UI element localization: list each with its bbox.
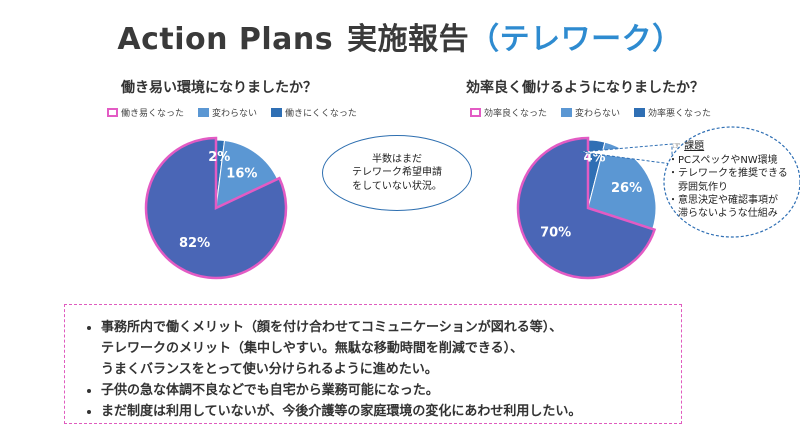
issues-text: ☞ 課題 ・PCスペックやNW環境 ・テレワークを推奨できる 雰囲気作り ・意思…	[668, 140, 792, 220]
title-part-telework: （テレワーク）	[469, 22, 683, 57]
callout-pointer	[579, 143, 673, 165]
right-legend-swatch-1	[470, 108, 481, 117]
comments-list: 事務所内で働くメリット（顔を付け合わせてコミュニケーションが図れる等）、 テレワ…	[65, 305, 681, 422]
left-pie-chart: 2%16% 82%	[144, 136, 288, 280]
pie-slice-right-1	[516, 136, 657, 280]
status-bubble: 半数はまだ テレワーク希望申請 をしていない状況。	[322, 135, 472, 211]
pie-label-right-2: 26%	[611, 181, 642, 196]
left-legend-swatch-3	[271, 108, 283, 117]
comment-item-1: 事務所内で働くメリット（顔を付け合わせてコミュニケーションが図れる等）、 テレワ…	[101, 317, 671, 380]
right-legend-label-1: 効率良くなった	[484, 109, 548, 119]
right-legend-label-3: 効率悪くなった	[648, 109, 712, 119]
right-legend-label-2: 変わらない	[575, 109, 621, 119]
pie-label-left-2: 16%	[226, 166, 257, 181]
left-legend-item-3: 働きにくくなった	[271, 106, 357, 119]
right-legend-item-2: 変わらない	[561, 106, 620, 119]
comment-1-line-1: 事務所内で働くメリット（顔を付け合わせてコミュニケーションが図れる等）、	[101, 320, 563, 335]
left-legend: 働き易くなった 変わらない 働きにくくなった	[107, 106, 371, 119]
bubble-line-3: をしていない状況。	[352, 180, 442, 192]
left-legend-label-3: 働きにくくなった	[285, 109, 357, 119]
comment-3-line-1: まだ制度は利用していないが、今後介護等の家庭環境の変化にあわせ利用したい。	[101, 404, 582, 419]
left-question: 働き易い環境になりましたか？	[121, 80, 317, 96]
left-legend-swatch-1	[107, 108, 118, 117]
issues-item-1: ・PCスペックやNW環境	[668, 155, 778, 167]
right-legend-swatch-3	[634, 108, 646, 117]
issues-item-2: ・テレワークを推奨できる	[668, 168, 788, 180]
right-legend-swatch-2	[561, 108, 573, 117]
comments-box: 事務所内で働くメリット（顔を付け合わせてコミュニケーションが図れる等）、 テレワ…	[64, 304, 682, 424]
left-legend-swatch-2	[198, 108, 210, 117]
title-part-report: 実施報告	[347, 22, 470, 57]
pie-slice-right-2	[587, 141, 657, 230]
right-pie-chart: 4%26%70%	[516, 136, 657, 280]
left-legend-label-2: 変わらない	[212, 109, 258, 119]
right-legend-item-1: 効率良くなった	[470, 106, 547, 119]
pie-slice-left-1	[144, 136, 288, 280]
pie-label-left-3: 2%	[208, 150, 230, 165]
left-legend-item-2: 変わらない	[198, 106, 257, 119]
pie-label-left-1: 82%	[179, 236, 210, 251]
right-question: 効率良く働けるようになりましたか？	[466, 80, 704, 96]
pie-slice-left-2	[215, 139, 279, 209]
issues-item-4: ・意思決定や確認事項が	[668, 194, 778, 206]
comment-1-line-2: テレワークのメリット（集中しやすい。無駄な移動時間を削減できる）、	[101, 341, 524, 356]
pointing-hand-icon: ☞	[672, 141, 681, 152]
comment-item-3: まだ制度は利用していないが、今後介護等の家庭環境の変化にあわせ利用したい。	[101, 401, 671, 422]
issues-item-3: 雰囲気作り	[678, 181, 728, 193]
pie-label-right-1: 70%	[540, 226, 571, 241]
comment-item-2: 子供の急な体調不良などでも自宅から業務可能になった。	[101, 380, 671, 401]
right-legend: 効率良くなった 変わらない 効率悪くなった	[470, 106, 725, 119]
comment-1-line-3: うまくバランスをとって使い分けられるように進めたい。	[101, 362, 438, 377]
title-part-action-plans: Action Plans	[117, 22, 334, 57]
right-legend-item-3: 効率悪くなった	[634, 106, 711, 119]
issues-callout	[663, 126, 800, 238]
issues-heading-label: 課題	[684, 141, 705, 152]
bubble-line-1: 半数はまだ	[372, 153, 422, 165]
comment-2-line-1: 子供の急な体調不良などでも自宅から業務可能になった。	[101, 383, 439, 398]
left-legend-item-1: 働き易くなった	[107, 106, 184, 119]
bubble-line-2: テレワーク希望申請	[352, 167, 442, 179]
page-title: Action Plans 実施報告（テレワーク）	[0, 14, 800, 58]
issues-heading: ☞ 課題	[668, 140, 792, 153]
issues-item-5: 滞らないような仕組み	[678, 207, 778, 219]
left-legend-label-1: 働き易くなった	[121, 109, 185, 119]
